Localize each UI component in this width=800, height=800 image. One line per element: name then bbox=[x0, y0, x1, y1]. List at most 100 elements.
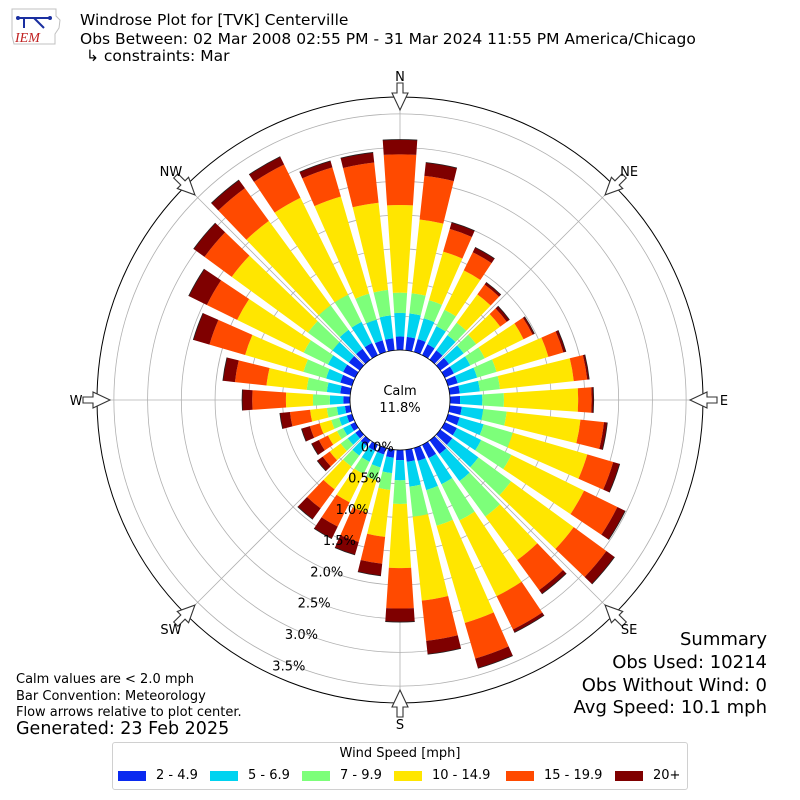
wind-bar-segment bbox=[441, 422, 457, 436]
wind-bar-segment bbox=[327, 431, 342, 445]
wind-bar-segment bbox=[409, 293, 426, 316]
legend-item-7-9.9: 7 - 9.9 bbox=[302, 768, 382, 784]
wind-bar-cap bbox=[608, 463, 621, 493]
wind-bar-segment bbox=[340, 507, 368, 542]
wind-bar-segment bbox=[285, 392, 314, 408]
wind-bar-segment bbox=[355, 293, 377, 324]
legend-swatch bbox=[302, 770, 330, 781]
direction-label: SW bbox=[160, 623, 181, 638]
wind-bar-segment bbox=[382, 456, 394, 474]
wind-bar-segment bbox=[307, 479, 335, 509]
radial-tick-label: 1.5% bbox=[323, 534, 356, 549]
wind-bar-segment bbox=[539, 569, 567, 594]
legend-label: 10 - 14.9 bbox=[432, 768, 491, 783]
wind-bar-segment bbox=[211, 179, 245, 211]
wind-bar-segment bbox=[382, 139, 418, 155]
wind-bar-segment bbox=[209, 319, 253, 355]
wind-bar-segment bbox=[472, 247, 495, 264]
wind-bar-segment bbox=[473, 359, 497, 378]
legend-swatch bbox=[506, 770, 534, 781]
wind-bar-segment bbox=[279, 411, 293, 429]
wind-bar-segment bbox=[334, 294, 362, 328]
wind-bar-segment bbox=[379, 315, 394, 340]
wind-bar-segment bbox=[289, 409, 313, 427]
legend-label: 15 - 19.9 bbox=[544, 768, 603, 783]
wind-bar-segment bbox=[318, 305, 349, 338]
legend-item-20-plus: 20+ bbox=[615, 768, 680, 784]
wind-bar-segment bbox=[327, 355, 348, 372]
wind-bar-segment bbox=[512, 612, 545, 633]
grid-spoke bbox=[185, 185, 365, 365]
wind-bar-cap bbox=[425, 162, 458, 169]
legend-item-15-19.9: 15 - 19.9 bbox=[506, 768, 602, 784]
wind-bar-segment bbox=[436, 357, 450, 371]
wind-bar-segment bbox=[456, 294, 491, 331]
wind-bar-segment bbox=[439, 448, 470, 482]
wind-bar-segment bbox=[383, 154, 417, 206]
wind-bar-segment bbox=[578, 454, 614, 490]
wind-bar-segment bbox=[591, 387, 594, 413]
legend-label: 5 - 6.9 bbox=[248, 768, 290, 783]
wind-bar-segment bbox=[392, 292, 408, 314]
wind-bar-segment bbox=[481, 409, 507, 426]
radial-tick-label: 3.0% bbox=[285, 628, 318, 643]
grid-spoke bbox=[185, 435, 365, 615]
wind-bar-segment bbox=[237, 298, 311, 353]
wind-bar-segment bbox=[428, 453, 453, 485]
wind-bar-segment bbox=[517, 543, 564, 591]
wind-bar-segment bbox=[348, 356, 364, 371]
wind-bar-segment bbox=[422, 344, 435, 359]
wind-bar-segment bbox=[340, 438, 354, 451]
legend-label: 2 - 4.9 bbox=[156, 768, 198, 783]
wind-bar-segment bbox=[485, 504, 538, 561]
wind-bar-cap bbox=[299, 160, 331, 173]
wind-bar-segment bbox=[446, 438, 479, 468]
wind-bar-segment bbox=[374, 340, 387, 355]
wind-bar-segment bbox=[266, 367, 309, 390]
wind-bar-segment bbox=[366, 464, 381, 481]
wind-bar-cap bbox=[193, 222, 216, 250]
wind-bar-segment bbox=[336, 468, 364, 503]
wind-bar-segment bbox=[386, 448, 395, 458]
wind-bar-segment bbox=[541, 331, 564, 357]
wind-bar-segment bbox=[422, 441, 437, 459]
summary-avg-speed: Avg Speed: 10.1 mph bbox=[573, 697, 767, 718]
wind-bar-segment bbox=[465, 347, 485, 366]
wind-bar-segment bbox=[406, 460, 421, 487]
wind-bar-segment bbox=[193, 313, 219, 345]
wind-bar-segment bbox=[231, 255, 318, 333]
wind-bar-cap bbox=[497, 305, 510, 321]
wind-bar-segment bbox=[343, 162, 379, 208]
wind-bar-segment bbox=[507, 432, 588, 479]
wind-bar-segment bbox=[459, 472, 500, 517]
wind-bar-segment bbox=[492, 337, 549, 372]
wind-bar-segment bbox=[386, 567, 414, 609]
wind-bar-segment bbox=[445, 375, 458, 387]
wind-bar-segment bbox=[444, 270, 481, 317]
wind-bar-cap bbox=[211, 179, 240, 204]
wind-bar-segment bbox=[394, 459, 406, 481]
wind-bar-segment bbox=[303, 359, 330, 379]
wind-bar-cap bbox=[311, 443, 319, 456]
wind-bar-segment bbox=[357, 559, 383, 576]
wind-bar-segment bbox=[245, 334, 308, 372]
wind-bar-cap bbox=[608, 510, 626, 540]
wind-bar-segment bbox=[424, 162, 457, 182]
wind-bar-segment bbox=[326, 382, 342, 394]
wind-bar-segment bbox=[340, 374, 355, 387]
wind-bar-segment bbox=[352, 476, 377, 513]
wind-bar-segment bbox=[441, 477, 475, 521]
wind-bar-segment bbox=[388, 503, 412, 569]
calm-circle bbox=[349, 349, 451, 451]
wind-bar-segment bbox=[449, 396, 461, 404]
wind-bar-segment bbox=[570, 490, 618, 535]
wind-bar-segment bbox=[331, 417, 342, 429]
wind-bar-cap bbox=[188, 268, 205, 297]
wind-bar-segment bbox=[378, 471, 393, 490]
calm-label: Calm bbox=[383, 384, 416, 399]
wind-bar-segment bbox=[426, 485, 453, 526]
wind-bar-segment bbox=[455, 367, 478, 384]
wind-bar-segment bbox=[336, 428, 348, 440]
radial-tick-label: 2.5% bbox=[298, 597, 331, 612]
direction-label: W bbox=[70, 394, 83, 409]
